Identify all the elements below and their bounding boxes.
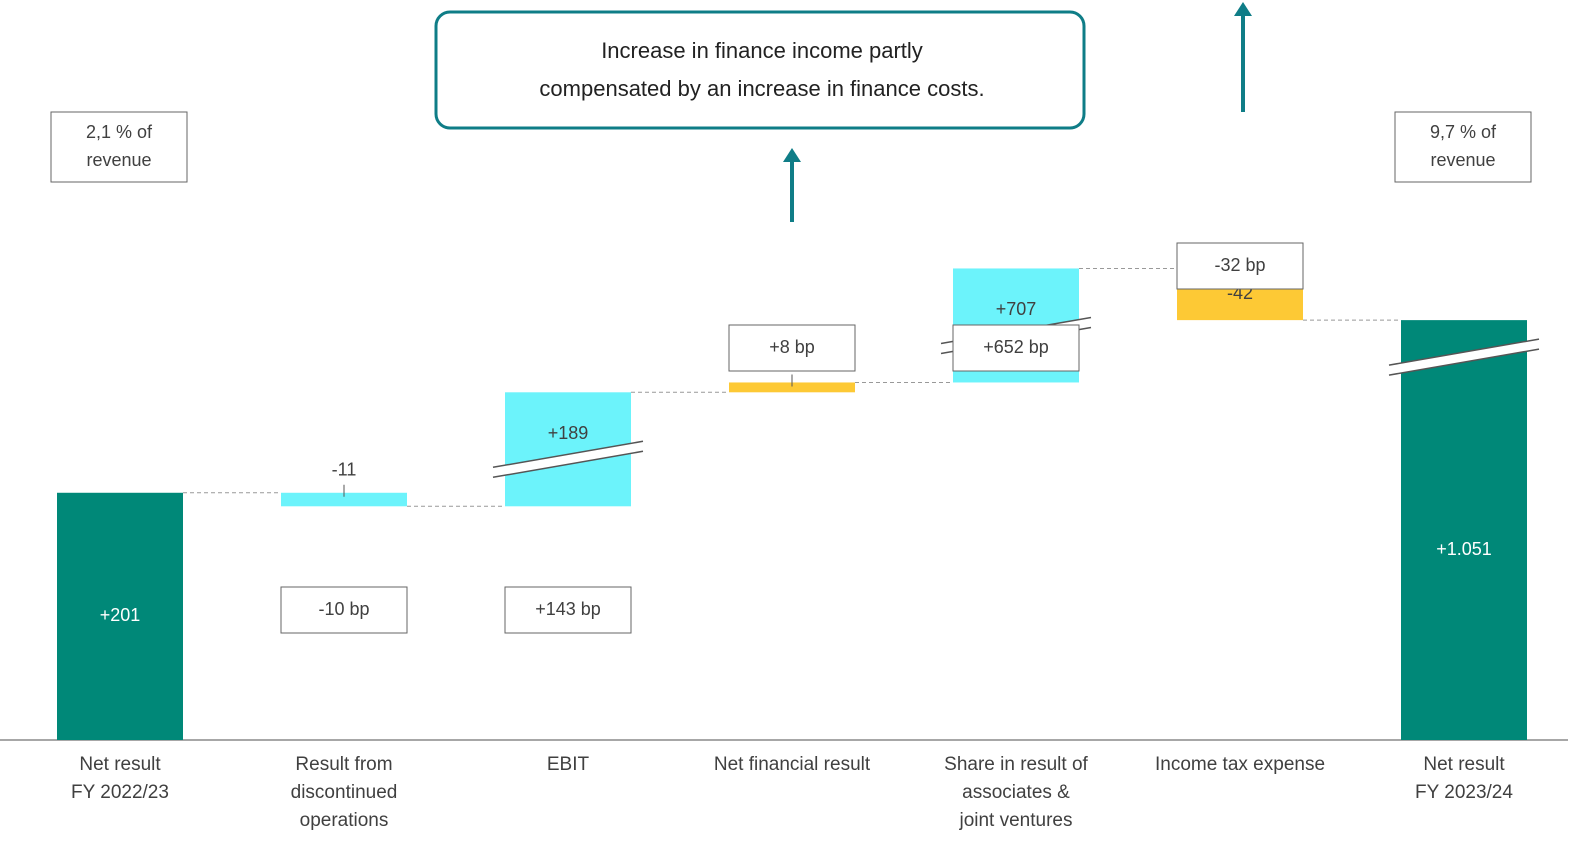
bp-box (280, 586, 408, 634)
revenue-note: 9,7 % of (1430, 122, 1497, 142)
x-tick-label: Share in result of (944, 754, 1088, 775)
axis-break (1389, 339, 1539, 376)
x-tick-label: associates & (962, 782, 1070, 803)
bar (729, 382, 855, 393)
axis-break (493, 441, 643, 478)
x-tick-label: Net result (1423, 754, 1505, 775)
axis-break (1388, 338, 1540, 366)
bar (57, 492, 183, 740)
x-tick-label: Net result (79, 754, 161, 775)
annotation-line: compensated by an increase in finance co… (539, 76, 984, 101)
x-tick-label: EBIT (547, 754, 590, 775)
value-label: +1.051 (1436, 539, 1492, 559)
x-tick-label: Result from (295, 754, 392, 775)
x-tick-label: operations (300, 810, 389, 831)
arrow-head (783, 148, 801, 162)
bp-label: +143 bp (535, 599, 601, 619)
bp-box (1176, 242, 1304, 290)
revenue-box (50, 111, 188, 183)
bp-box (952, 324, 1080, 372)
revenue-note: revenue (1430, 150, 1495, 170)
revenue-note: 2,1 % of (86, 122, 153, 142)
value-label: +707 (996, 299, 1037, 319)
axis-break (492, 440, 644, 469)
bp-box (504, 586, 632, 634)
x-tick-label: Net financial result (714, 754, 871, 775)
value-label: +201 (100, 605, 141, 625)
x-tick-label: discontinued (291, 782, 398, 803)
revenue-note: revenue (86, 150, 151, 170)
x-tick-label: FY 2022/23 (71, 782, 169, 803)
bar (281, 492, 407, 507)
bar (1401, 320, 1527, 740)
arrow-head (1234, 2, 1252, 16)
bp-label: +8 bp (769, 337, 815, 357)
x-tick-label: Income tax expense (1155, 754, 1325, 775)
axis-break (492, 450, 644, 479)
bp-box (728, 324, 856, 372)
axis-break (1388, 348, 1540, 376)
revenue-box (1394, 111, 1532, 183)
bp-label: -32 bp (1214, 255, 1265, 275)
value-label: -11 (332, 460, 357, 480)
x-tick-label: joint ventures (958, 810, 1072, 831)
annotation-box (434, 10, 1086, 130)
x-tick-label: FY 2023/24 (1415, 782, 1513, 803)
bp-label: +652 bp (983, 337, 1049, 357)
annotation-line: Increase in finance income partly (601, 38, 923, 63)
value-label: +189 (548, 423, 589, 443)
bp-label: -10 bp (318, 599, 369, 619)
